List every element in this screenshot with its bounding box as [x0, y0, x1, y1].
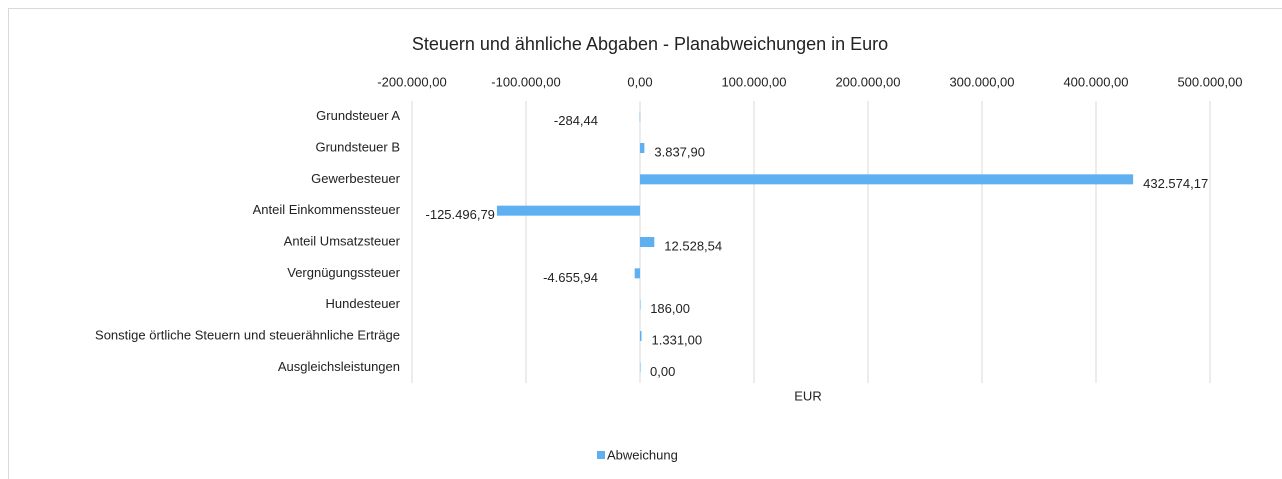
- bar: [640, 174, 1134, 185]
- data-label: 1.331,00: [652, 332, 703, 347]
- chart-title: Steuern und ähnliche Abgaben - Planabwei…: [412, 34, 888, 54]
- data-label: -4.655,94: [543, 270, 598, 285]
- data-label: 0,00: [650, 364, 675, 379]
- bar: [639, 111, 641, 122]
- x-tick-label: 400.000,00: [1063, 74, 1128, 89]
- y-tick-label: Grundsteuer A: [316, 108, 400, 123]
- y-tick-label: Gewerbesteuer: [311, 171, 401, 186]
- bar: [640, 237, 655, 247]
- data-label: 12.528,54: [664, 238, 722, 253]
- legend-label: Abweichung: [607, 447, 678, 462]
- x-tick-label: -100.000,00: [491, 74, 560, 89]
- axis-title: EUR: [794, 388, 821, 403]
- y-tick-label: Ausgleichsleistungen: [278, 359, 400, 374]
- legend-swatch: [597, 451, 605, 459]
- bar: [640, 143, 645, 153]
- data-label: 186,00: [650, 301, 690, 316]
- x-tick-label: 0,00: [627, 74, 652, 89]
- bar: [640, 299, 641, 310]
- y-tick-label: Anteil Einkommenssteuer: [253, 202, 401, 217]
- data-label: 3.837,90: [654, 144, 705, 159]
- bar: [640, 331, 642, 341]
- x-tick-label: -200.000,00: [377, 74, 446, 89]
- y-tick-label: Grundsteuer B: [315, 139, 400, 154]
- bar: [496, 205, 640, 216]
- x-tick-label: 300.000,00: [949, 74, 1014, 89]
- data-label: 432.574,17: [1143, 176, 1208, 191]
- y-tick-label: Anteil Umsatzsteuer: [284, 233, 401, 248]
- y-tick-label: Hundesteuer: [326, 296, 401, 311]
- bar: [640, 362, 641, 373]
- data-label: -125.496,79: [426, 207, 495, 222]
- y-tick-label: Vergnügungssteuer: [287, 265, 400, 280]
- data-label: -284,44: [554, 113, 598, 128]
- x-tick-label: 200.000,00: [835, 74, 900, 89]
- x-tick-label: 500.000,00: [1177, 74, 1242, 89]
- bar: [634, 268, 640, 279]
- x-tick-label: 100.000,00: [721, 74, 786, 89]
- y-tick-label: Sonstige örtliche Steuern und steuerähnl…: [95, 327, 400, 342]
